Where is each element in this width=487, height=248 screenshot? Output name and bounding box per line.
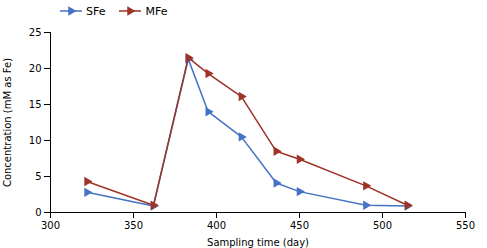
svg-text:Sampling time (day): Sampling time (day) <box>207 237 309 248</box>
svg-text:15: 15 <box>29 99 42 110</box>
html-text:SFe: SFe <box>86 4 106 18</box>
svg-text:0: 0 <box>35 207 41 218</box>
svg-text:450: 450 <box>290 220 309 231</box>
svg-text:20: 20 <box>29 63 42 74</box>
svg-text:500: 500 <box>373 220 392 231</box>
svg-text:Concentration (mM as Fe): Concentration (mM as Fe) <box>2 58 13 187</box>
svg-text:350: 350 <box>124 220 143 231</box>
svg-text:25: 25 <box>29 27 42 38</box>
svg-text:5: 5 <box>35 171 41 182</box>
svg-text:300: 300 <box>41 220 60 231</box>
html-text:MFe: MFe <box>145 4 168 18</box>
svg-text:550: 550 <box>456 220 475 231</box>
svg-text:400: 400 <box>207 220 226 231</box>
svg-text:10: 10 <box>29 135 42 146</box>
